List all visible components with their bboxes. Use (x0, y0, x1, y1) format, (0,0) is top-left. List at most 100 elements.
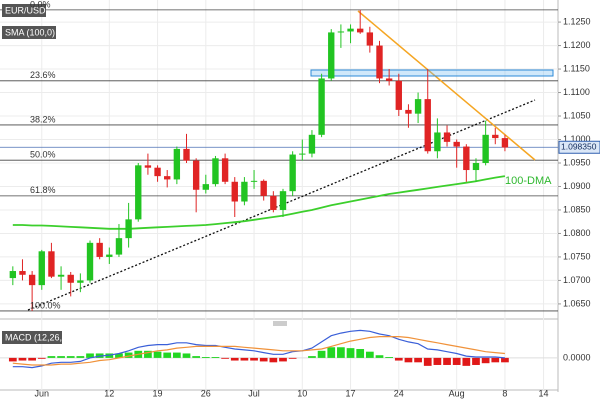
y-tick-label: 0.0000 (563, 352, 591, 362)
y-tick-label: 1.1000 (563, 134, 591, 144)
trendline[interactable] (357, 10, 536, 161)
y-tick-label: 1.1150 (563, 63, 590, 73)
y-tick-label: 1.0850 (563, 204, 591, 214)
candle-body (67, 274, 74, 283)
candle-body (192, 160, 200, 190)
x-tick-label: 14 (539, 388, 549, 398)
legend-macd: MACD (12,26,9) (5, 332, 70, 342)
y-tick-label: 1.0900 (563, 181, 591, 191)
candle-body (260, 180, 267, 196)
macd-histogram-bar (153, 351, 162, 358)
sma-annotation: 100-DMA (505, 175, 552, 187)
macd-histogram-bar (211, 357, 220, 358)
candle-body (144, 165, 152, 168)
candle-body (173, 148, 181, 180)
macd-histogram-bar (259, 357, 268, 362)
macd-histogram-bar (250, 357, 258, 361)
candle-body (357, 28, 364, 33)
resistance-zone[interactable] (310, 69, 554, 77)
candle-body (115, 238, 123, 255)
candle-body (202, 184, 209, 190)
candle-body (472, 162, 480, 171)
y-tick-label: 1.0650 (563, 298, 591, 308)
macd-histogram-bar (452, 357, 461, 365)
candle-body (96, 242, 103, 257)
macd-histogram-bar (201, 357, 210, 358)
macd-histogram-bar (86, 353, 94, 358)
macd-histogram-bar (18, 357, 27, 361)
y-tick-label: 1.1200 (563, 40, 591, 50)
drawings (27, 10, 554, 311)
macd-histogram-bar (317, 350, 326, 358)
sma-line (12, 175, 506, 230)
candle-body (270, 195, 277, 210)
x-tick-label: 12 (104, 388, 114, 398)
macd-histogram-bar (462, 357, 471, 366)
candle-body (405, 109, 412, 114)
legend-sma: SMA (100,0) (5, 27, 55, 37)
x-tick-label: 26 (201, 388, 211, 398)
macd-histogram-bar (394, 357, 403, 361)
macd-histogram-bar (414, 357, 422, 363)
macd-histogram-bar (501, 357, 509, 363)
macd-histogram-bar (182, 353, 191, 358)
fib-label: 0.0% (30, 0, 51, 9)
candle-body (106, 254, 113, 257)
y-tick-label: 1.0700 (563, 275, 591, 285)
candle-body (385, 78, 393, 81)
x-tick-label: Jun (35, 388, 50, 398)
y-tick-label: 1.1250 (563, 16, 591, 26)
y-tick-label: 1.0950 (563, 157, 591, 167)
trendline[interactable] (27, 99, 536, 311)
candle-body (212, 158, 219, 185)
candle-body (366, 32, 374, 46)
y-tick-label: 1.0800 (563, 228, 591, 238)
candle-body (424, 99, 431, 152)
x-tick-label: 19 (153, 388, 163, 398)
macd-histogram-bar (481, 357, 490, 364)
macd-histogram-bar (423, 357, 432, 366)
candle-body (492, 134, 499, 139)
candle-body (154, 167, 161, 177)
y-tick-label: 1.0750 (563, 251, 591, 261)
macd-histogram-bar (269, 357, 278, 363)
macd-histogram-bar (221, 357, 229, 359)
macd-histogram-bar (443, 357, 451, 365)
candle-body (241, 181, 248, 202)
candle-body (463, 146, 470, 171)
macd-histogram-bar (57, 356, 65, 358)
macd-histogram-bar (404, 357, 413, 363)
candle-body (376, 45, 383, 79)
candle-body (318, 78, 325, 135)
macd-histogram-bar (144, 350, 152, 358)
macd-histogram-bar (173, 352, 181, 358)
candle-body (135, 165, 142, 220)
candle-body (289, 154, 296, 192)
divider-handle[interactable] (273, 321, 287, 326)
candle-body (328, 32, 335, 79)
candle-body (395, 80, 402, 110)
candle-body (125, 219, 132, 239)
candle-body (48, 251, 55, 277)
macd-histogram-bar (491, 357, 500, 363)
macd-histogram-bar (66, 356, 75, 358)
legend-symbol: EUR/USD (5, 5, 46, 15)
candle-body (19, 271, 26, 275)
candle-body (347, 28, 354, 32)
x-tick-label: 17 (346, 388, 356, 398)
fib-label: 61.8% (30, 185, 56, 195)
macd-histogram-bar (337, 347, 345, 358)
candle-body (86, 242, 94, 281)
candle-body (250, 180, 258, 182)
y-tick-label: 1.1100 (563, 87, 590, 97)
macd-histogram-bar (365, 351, 374, 358)
candle-body (231, 181, 238, 202)
macd-histogram-bar (288, 357, 297, 359)
macd-histogram-bar (240, 357, 249, 361)
candle-body (337, 31, 345, 33)
candle-body (221, 158, 229, 182)
macd-histogram-bar (192, 356, 201, 358)
macd-histogram-bar (163, 352, 172, 358)
